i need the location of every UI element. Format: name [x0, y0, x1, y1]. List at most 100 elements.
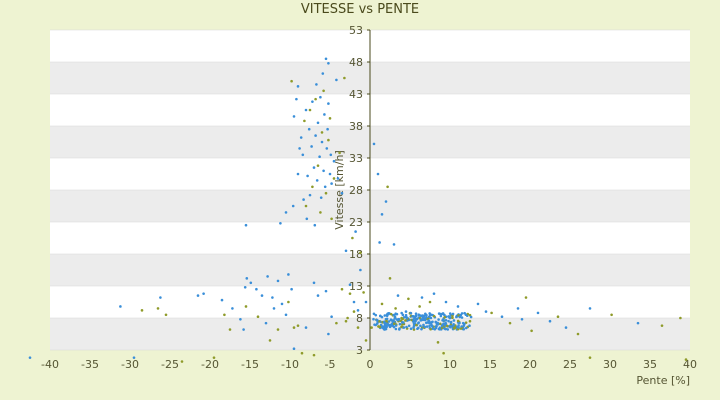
data-point: [389, 312, 393, 316]
data-point: [468, 324, 471, 328]
data-point: [323, 113, 326, 116]
x-tick-label: -10: [281, 358, 299, 371]
data-point: [311, 185, 314, 189]
y-tick-label: 23: [349, 216, 363, 229]
data-point: [422, 323, 425, 327]
data-point: [310, 145, 313, 148]
data-point: [444, 321, 447, 325]
data-point: [460, 316, 464, 319]
data-point: [397, 318, 401, 321]
data-point: [436, 341, 440, 344]
data-point: [520, 317, 524, 321]
data-point: [180, 360, 184, 363]
data-point: [448, 316, 452, 320]
data-point: [327, 61, 330, 65]
data-point: [456, 319, 460, 323]
data-point: [636, 321, 640, 325]
x-tick-label: 25: [563, 358, 577, 371]
data-point: [284, 211, 288, 214]
data-point: [338, 151, 341, 155]
x-tick-label: 5: [407, 358, 414, 371]
data-point: [536, 311, 540, 315]
data-point: [414, 312, 418, 316]
data-point: [272, 307, 276, 310]
data-point: [348, 292, 352, 295]
data-point: [311, 100, 314, 103]
data-point: [380, 302, 384, 306]
data-point: [196, 294, 200, 297]
data-point: [296, 324, 300, 327]
y-tick-label: 43: [349, 88, 363, 101]
data-point: [378, 325, 381, 328]
data-point: [443, 327, 447, 331]
data-point: [332, 159, 336, 163]
data-point: [239, 317, 242, 321]
data-point: [140, 309, 144, 312]
data-point: [417, 313, 421, 316]
x-tick-label: 30: [603, 358, 617, 371]
data-point: [316, 294, 320, 297]
data-point: [326, 127, 329, 131]
data-point: [319, 196, 323, 199]
y-tick-label: 28: [349, 184, 363, 197]
data-point: [374, 323, 378, 327]
data-point: [322, 89, 325, 93]
data-point: [292, 347, 296, 351]
y-tick-label: 53: [349, 24, 363, 37]
y-tick-label: 18: [349, 248, 363, 261]
data-point: [379, 323, 383, 327]
data-point: [271, 296, 274, 299]
data-point: [462, 327, 466, 331]
data-point: [684, 358, 688, 361]
data-point: [359, 268, 362, 272]
data-point: [388, 277, 392, 280]
data-point: [276, 328, 280, 331]
data-point: [468, 319, 472, 323]
data-point: [433, 327, 437, 331]
data-point: [370, 326, 373, 329]
data-point: [448, 312, 452, 315]
data-point: [268, 339, 272, 342]
x-tick-label: -5: [325, 358, 336, 371]
data-point: [245, 277, 249, 280]
data-point: [413, 315, 417, 319]
data-point: [385, 313, 389, 316]
data-point: [431, 327, 435, 330]
data-point: [490, 311, 493, 315]
data-point: [335, 321, 338, 325]
data-point: [319, 211, 322, 214]
data-point: [394, 307, 397, 310]
data-point: [383, 314, 387, 317]
data-point: [303, 119, 306, 123]
data-point: [405, 316, 409, 319]
data-point: [564, 326, 568, 329]
data-point: [364, 339, 368, 342]
data-point: [437, 318, 440, 321]
data-point: [500, 315, 504, 319]
data-point: [316, 121, 320, 125]
data-point: [428, 312, 431, 315]
x-tick-label: 0: [367, 358, 374, 371]
data-point: [325, 147, 329, 150]
data-point: [588, 356, 592, 359]
chart-title: VITESSE vs PENTE: [300, 2, 420, 17]
x-tick-label: -25: [161, 358, 179, 371]
data-point: [419, 324, 422, 328]
data-point: [378, 241, 381, 244]
data-point: [469, 315, 473, 319]
data-point: [159, 296, 162, 299]
data-point: [402, 321, 405, 324]
data-point: [296, 85, 300, 88]
data-point: [352, 300, 356, 304]
y-tick-label: 38: [349, 120, 363, 133]
data-point: [443, 315, 447, 319]
data-point: [351, 236, 354, 240]
data-point: [390, 319, 394, 322]
data-point: [290, 79, 293, 83]
data-point: [212, 356, 216, 359]
data-point: [298, 147, 301, 150]
data-point: [379, 314, 382, 318]
data-point: [524, 296, 528, 299]
data-point: [220, 298, 224, 302]
